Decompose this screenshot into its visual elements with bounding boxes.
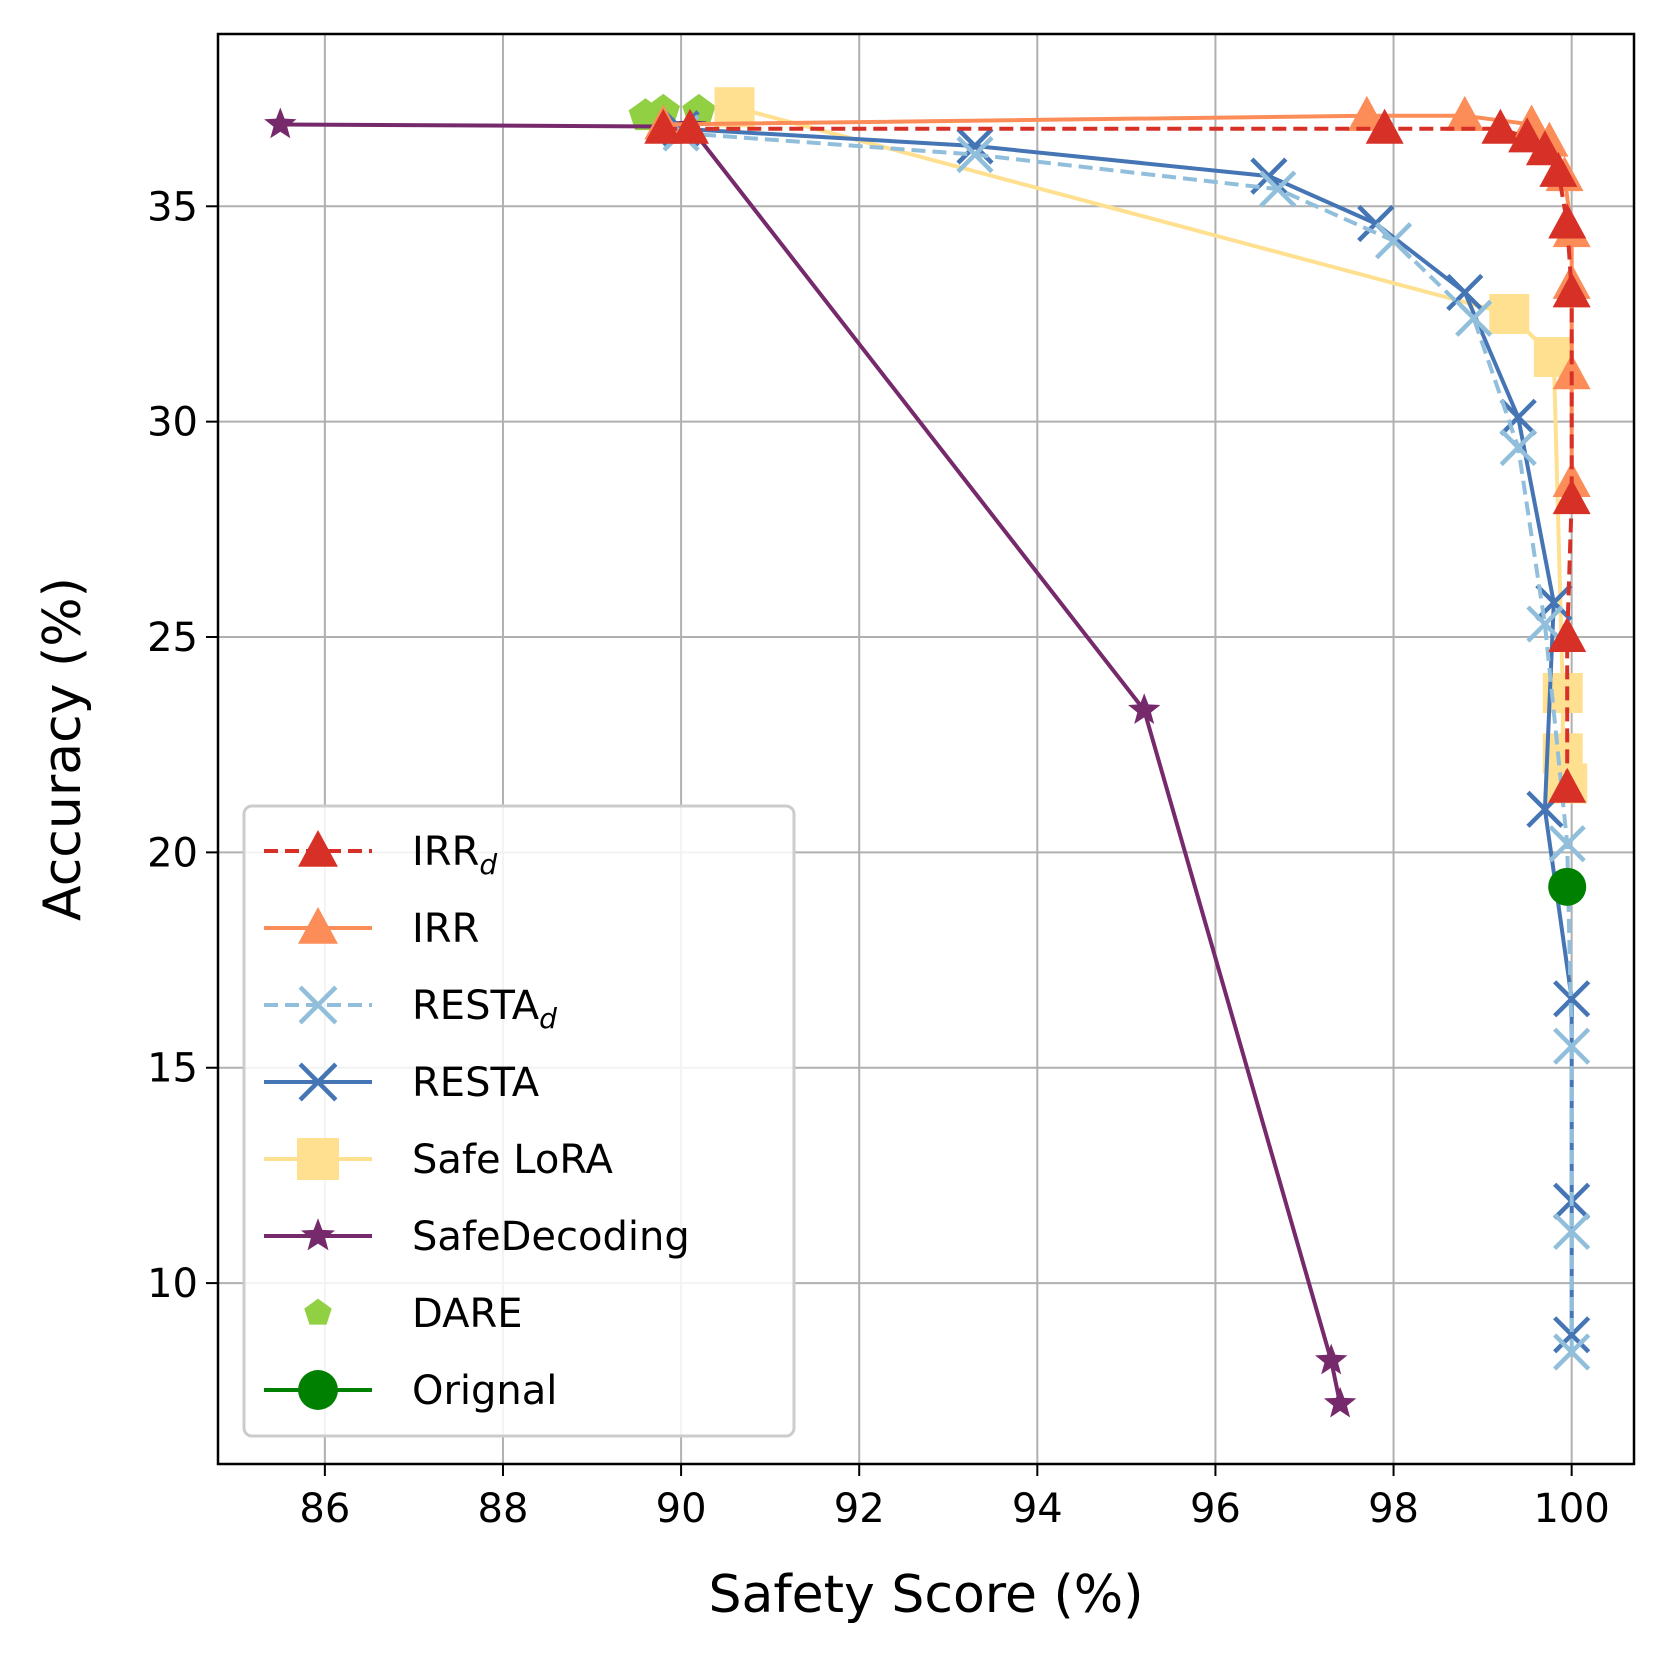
data-point-triangle [671,108,709,144]
x-tick-label: 92 [834,1486,885,1532]
y-tick-label: 30 [147,400,198,446]
plot-frame [216,32,1636,1466]
data-point-x [1553,1316,1591,1354]
data-point-x [298,1062,338,1102]
data-point-triangle [1481,108,1520,144]
legend-label: Safe LoRA [412,1137,614,1183]
data-point-star [1323,1386,1357,1418]
data-point-triangle [298,830,338,867]
legend-label: DARE [412,1291,523,1337]
legend-entry: IRRd [264,829,497,881]
x-tick-label: 94 [1012,1486,1063,1532]
data-point-x [956,136,994,174]
series-4 [714,87,1588,804]
data-point-triangle [298,907,338,944]
data-point-triangle [644,108,683,144]
legend-entry: RESTA [264,1060,540,1106]
data-point-x [1455,299,1493,337]
data-point-star [1315,1343,1348,1375]
y-tick-label: 10 [147,1261,198,1307]
data-point-x [1499,428,1537,467]
data-point-x [1446,273,1484,312]
y-tick-label: 20 [147,830,198,876]
legend-entry: Orignal [264,1368,557,1414]
x-tick-label: 86 [299,1486,350,1532]
data-point-x [1548,825,1586,863]
legend-entry: IRR [264,906,479,952]
y-tick-label: 35 [147,184,198,230]
x-tick-label: 88 [478,1486,529,1532]
legend-entry: RESTAd [264,983,557,1035]
x-tick-label: 98 [1368,1486,1419,1532]
x-tick-label: 100 [1533,1486,1609,1532]
x-ticks: 86 88 90 92 94 96 98 100 [299,1464,1610,1532]
series-line [663,113,1574,482]
series-line [680,131,1574,1352]
y-tick-label: 25 [147,615,198,661]
data-point-triangle [1539,151,1578,187]
data-point-triangle [1508,117,1547,153]
data-point-x [1259,170,1297,208]
series-layer [264,87,1591,1418]
data-point-triangle [1548,203,1587,239]
x-axis-label: Safety Score (%) [708,1565,1143,1625]
data-point-star [264,107,297,139]
series-2 [662,114,1591,1371]
legend-label: SafeDecoding [412,1214,690,1260]
data-point-square [1489,293,1530,334]
data-point-square [297,1138,339,1180]
data-point-circle [298,1370,338,1410]
data-point-triangle [1445,95,1484,131]
series-line [680,126,1574,1335]
series-0 [644,108,1591,803]
data-point-pentagon [304,1298,332,1325]
data-point-triangle [1548,617,1587,653]
data-point-x [1526,605,1564,643]
data-point-x [1553,980,1591,1018]
series-line [663,126,1574,788]
legend-label: IRRd [412,829,497,881]
legend-entry: SafeDecoding [264,1214,690,1260]
data-point-x [1553,1027,1591,1065]
legend-box [242,804,796,1438]
data-point-star [301,1218,335,1251]
data-point-star [1128,693,1161,724]
x-tick-label: 96 [1190,1486,1241,1532]
data-point-x [1553,1333,1591,1371]
data-point-triangle [1525,130,1564,166]
data-point-square [714,87,755,128]
data-point-triangle [1552,479,1591,515]
legend-label: IRR [412,906,479,952]
data-point-circle [1548,867,1587,906]
legend-entry: Safe LoRA [264,1137,614,1183]
y-tick-label: 15 [147,1046,198,1092]
legend-label: RESTAd [412,983,557,1035]
data-point-triangle [1365,108,1404,144]
data-point-x [1499,398,1537,436]
data-point-triangle [1552,272,1591,308]
data-point-triangle [1548,767,1587,803]
data-point-x [298,985,338,1025]
data-point-x [1553,1212,1591,1251]
y-axis-label: Accuracy (%) [33,577,93,921]
series-7 [1548,867,1587,906]
data-point-x [1374,222,1413,260]
x-tick-label: 90 [656,1486,707,1532]
legend-entry: DARE [304,1291,523,1337]
data-point-triangle [1347,95,1386,131]
legend: IRRd IRR RESTAd RESTA Safe LoRA SafeDecoding D… [242,804,796,1438]
y-ticks: 10 15 20 25 30 35 [147,184,218,1307]
legend-label: Orignal [412,1368,557,1414]
legend-label: RESTA [412,1060,540,1106]
